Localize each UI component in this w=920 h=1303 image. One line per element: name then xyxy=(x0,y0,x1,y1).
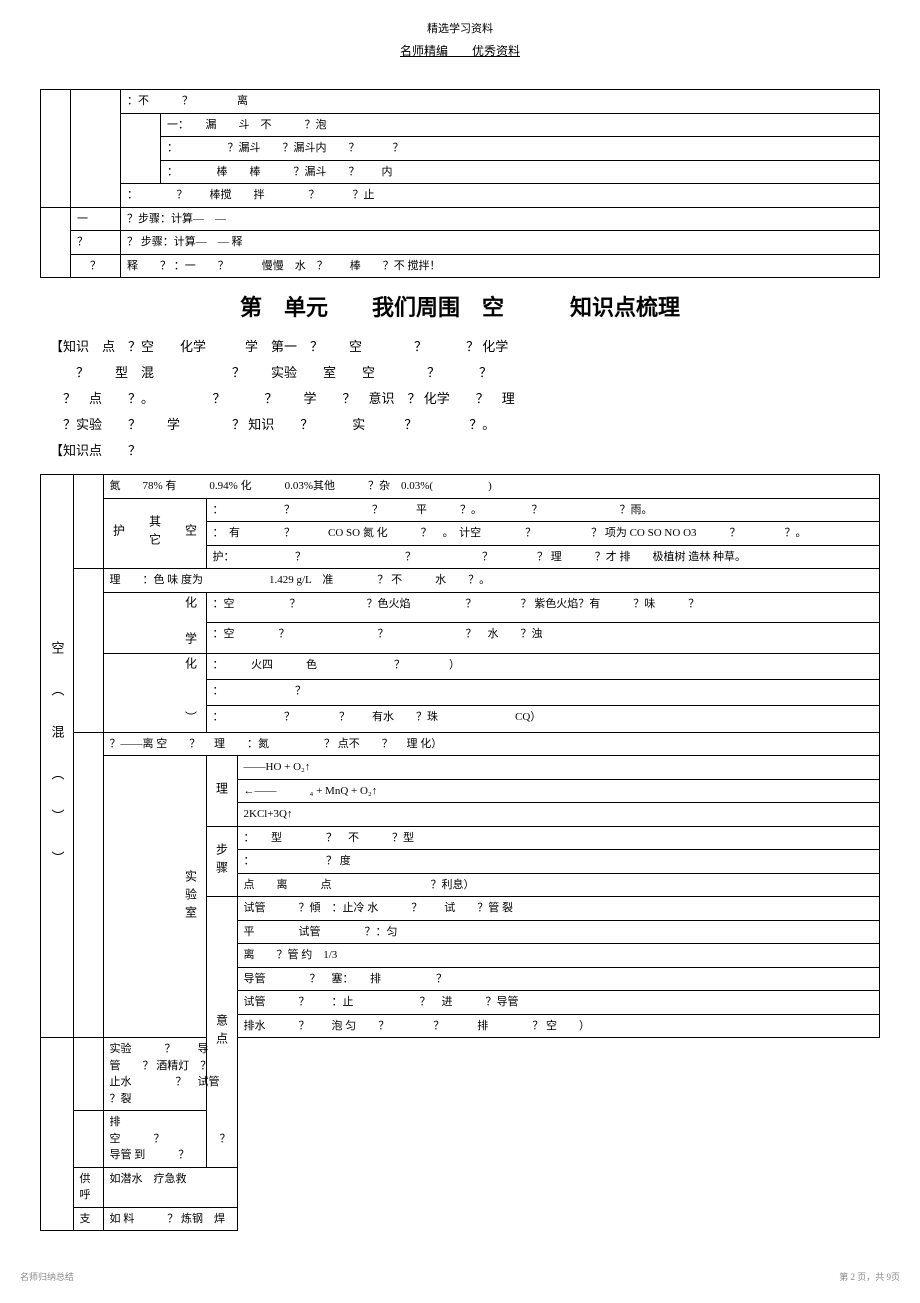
principle-r1: ——HO + O₂↑ xyxy=(237,756,880,780)
huaxue-r2: ： ？ xyxy=(206,679,880,705)
lab-side: 实验室 xyxy=(103,756,206,1038)
notes-r3: 离 ？管 约 1/3 xyxy=(237,944,880,968)
t1-r1: ：不 xyxy=(127,95,149,107)
chem-r2: ：空 ？ ？ ？ 水 ？浊 xyxy=(206,623,880,654)
composition-row: 氮 78% 有 0.94% 化 0.03%其他 ？杂 0.03%( ) xyxy=(103,475,880,499)
top-table: ：不 ？ 离 一： 漏 斗 不 ？泡 ： ？漏斗 ？漏斗内 ？ ？ ： 棒 棒 … xyxy=(40,89,880,278)
notes-r4: 导管 ？ 塞： 排 ？ xyxy=(237,967,880,991)
principle-r3: 2KCl+3Q↑ xyxy=(237,803,880,827)
unit-title: 第 单元 我们周围 空 知识点梳理 xyxy=(40,290,880,322)
air-cell1: ： ？ ？ 平 ？。 ？ ？雨。 xyxy=(206,498,880,522)
huaxue-r3: ： ？ ？ 有水 ？珠 CQ） xyxy=(206,706,880,732)
air-cell2: ： 有 ？ CO SO 氮 化 ？ 。 计空 ？ ？ 项为 CO SO NO O… xyxy=(206,522,880,546)
document-header-sub: 名师精编 优秀资料 xyxy=(40,42,880,59)
notes-r1: 试管 ？傾 ：止冷 水 ？ 试 ？管 裂 xyxy=(237,897,880,921)
huaxue-r1: ： 火四 色 ？ ） xyxy=(206,653,880,679)
principle-r2: ←—— ₄ + MnQ + O₂↑ xyxy=(237,779,880,803)
supply-side: 供呼 xyxy=(73,1167,103,1207)
intro-text: 【知识 点 ？空 化学 学 第一 ？ 空 ？ ？ 化学 ？ 型 混 ？ 实验 室… xyxy=(40,334,880,464)
footer-right: 第 2 页，共 9页 xyxy=(839,1270,900,1283)
main-knowledge-table: 空 ︵ 混 ︵ ︶ ︶ 氮 78% 有 0.94% 化 0.03%其他 ？杂 0… xyxy=(40,474,880,1231)
steps-side: 步骤 xyxy=(206,826,237,897)
physical-prop: 理 ：色 味 度为 1.429 g/L 准 ？ 不 水 ？。 xyxy=(103,569,880,593)
notes-r5: 试管 ？ ：止 ？ 进 ？导管 xyxy=(237,991,880,1015)
chem-r1: ：空 ？ ？色火焰 ？ ？ 紫色火焰？有 ？味 ？ xyxy=(206,592,880,623)
footer-left: 名师归纳总结 xyxy=(20,1270,74,1283)
support-side: 支 xyxy=(73,1207,103,1231)
principle-side: 理 xyxy=(206,756,237,827)
document-header-top: 精选学习资料 xyxy=(40,20,880,36)
protect-cell: 护： ？ ？ ？ ？ 理 ？才 排 极植树 造林 种草。 xyxy=(206,545,880,569)
supply-breath: 如潜水 疗急救 xyxy=(103,1167,237,1207)
notes-r8: 排空 ？ ？ 导管 到 ？ xyxy=(103,1111,237,1168)
separation-row: ？——离 空 ？ 理 ：氮 ？ 点不 ？ 理 化） xyxy=(103,732,880,756)
air-side: 空其它护 xyxy=(103,498,206,569)
huaxue-side: 化 ） xyxy=(103,653,206,732)
notes-r6: 排水 ？ 泡 匀 ？ ？ 排 ？ 空 ） xyxy=(237,1014,880,1038)
steps-r3: 点 离 点 ？利息） xyxy=(237,873,880,897)
notes-r2: 平 试管 ？：匀 xyxy=(237,920,880,944)
left-main-label: 空 ︵ 混 ︵ ︶ ︶ xyxy=(41,475,74,1038)
steps-r1: ： 型 ？ 不 ？型 xyxy=(237,826,880,850)
steps-r2: ： ？ 度 xyxy=(237,850,880,874)
chem-side: 化 学 xyxy=(103,592,206,653)
support-burn: 如 料 ？ 炼钢 焊 xyxy=(103,1207,237,1231)
